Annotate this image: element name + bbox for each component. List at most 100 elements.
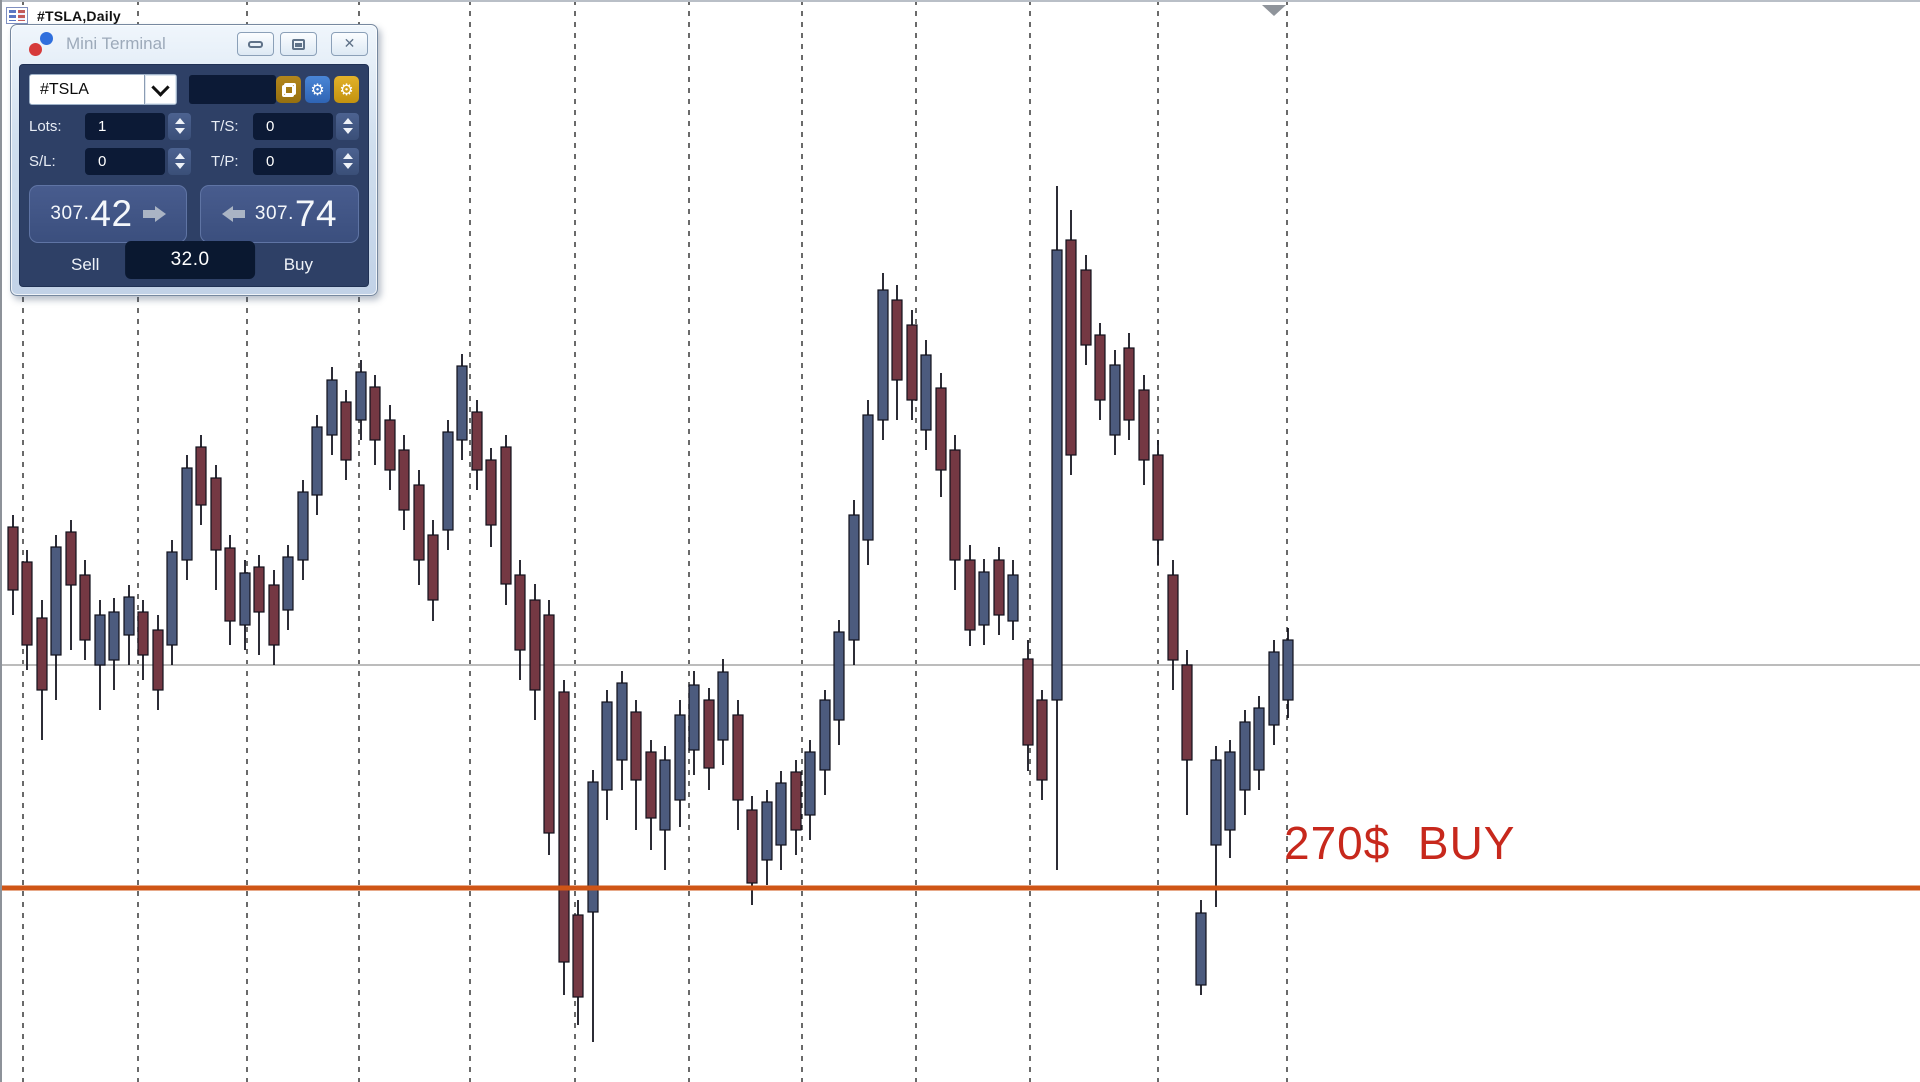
stepper-down-icon[interactable]: [174, 163, 185, 169]
restore-icon: [292, 38, 305, 50]
stop-loss-stepper[interactable]: [168, 147, 191, 175]
settings-button[interactable]: ⚙: [305, 76, 330, 103]
bull-candle: [1210, 759, 1222, 846]
bear-candle: [1094, 334, 1106, 401]
settings-gear-blue-icon: ⚙: [310, 79, 325, 99]
bear-candle: [1123, 347, 1135, 421]
minimize-button[interactable]: [237, 32, 274, 56]
chart-title: #TSLA,Daily: [37, 7, 121, 24]
bear-candle: [964, 559, 976, 631]
stepper-down-icon[interactable]: [342, 163, 353, 169]
trailing-stop-stepper[interactable]: [336, 112, 359, 140]
bear-candle: [485, 459, 497, 526]
bull-candle: [282, 556, 294, 611]
copy-trade-button[interactable]: [276, 76, 301, 103]
bear-candle: [500, 446, 512, 585]
bear-candle: [398, 449, 410, 511]
buy-price-button[interactable]: 307. 74: [200, 185, 359, 243]
bull-candle: [50, 546, 62, 656]
bear-candle: [1080, 269, 1092, 346]
chart-window-top-border: [0, 0, 1920, 2]
bear-candle: [36, 617, 48, 691]
bull-candle: [123, 596, 135, 636]
bull-candle: [978, 571, 990, 626]
take-profit-stepper[interactable]: [336, 147, 359, 175]
bear-candle: [558, 691, 570, 963]
close-icon: ✕: [343, 36, 356, 52]
symbol-combobox[interactable]: #TSLA: [29, 74, 177, 105]
bull-candle: [1239, 721, 1251, 791]
stop-loss-label: S/L:: [29, 152, 56, 170]
chart-title-tab[interactable]: #TSLA,Daily: [4, 5, 131, 26]
tools-button[interactable]: ⚙: [334, 76, 359, 103]
stepper-up-icon[interactable]: [174, 118, 185, 124]
sell-price-button[interactable]: 307. 42: [29, 185, 187, 243]
stepper-down-icon[interactable]: [174, 128, 185, 134]
minimize-icon: [248, 40, 263, 48]
bear-candle: [1065, 239, 1077, 456]
stepper-up-icon[interactable]: [342, 118, 353, 124]
bull-candle: [819, 699, 831, 771]
stepper-down-icon[interactable]: [342, 128, 353, 134]
stop-loss-input[interactable]: 0: [85, 147, 165, 175]
bull-candle: [239, 572, 251, 626]
bull-candle: [877, 289, 889, 421]
bull-candle: [94, 614, 106, 666]
bear-candle: [630, 711, 642, 781]
chart-window-left-border: [0, 0, 2, 1082]
symbol-value: #TSLA: [40, 80, 89, 98]
trailing-stop-input[interactable]: 0: [253, 112, 333, 140]
bear-candle: [195, 446, 207, 506]
bear-candle: [1181, 664, 1193, 761]
bear-candle: [645, 751, 657, 819]
bear-candle: [384, 419, 396, 471]
bull-candle: [659, 759, 671, 831]
chart-document-icon: [6, 7, 28, 24]
bear-candle: [471, 411, 483, 471]
bear-candle: [1022, 658, 1034, 746]
lots-stepper[interactable]: [168, 112, 191, 140]
mini-terminal-titlebar[interactable]: Mini Terminal ✕: [11, 25, 377, 63]
restore-button[interactable]: [280, 32, 317, 56]
symbol-dropdown-button[interactable]: [143, 75, 176, 104]
bear-candle: [746, 809, 758, 884]
stepper-up-icon[interactable]: [174, 153, 185, 159]
mini-terminal-body: #TSLA ⚙ ⚙ Lots: 1 T/S: 0: [19, 64, 369, 287]
bull-candle: [297, 491, 309, 561]
buy-label[interactable]: Buy: [283, 255, 313, 274]
bear-candle: [210, 477, 222, 551]
take-profit-label: T/P:: [211, 152, 239, 170]
mini-terminal-window[interactable]: Mini Terminal ✕ #TSLA ⚙ ⚙: [10, 24, 378, 296]
order-comment-field[interactable]: [188, 75, 276, 104]
bull-candle: [804, 751, 816, 816]
take-profit-input[interactable]: 0: [253, 147, 333, 175]
bear-candle: [369, 386, 381, 441]
sell-price-big: 42: [90, 193, 133, 234]
bull-candle: [1224, 751, 1236, 831]
bull-candle: [456, 365, 468, 441]
bull-candle: [1051, 249, 1063, 701]
bear-candle: [1138, 389, 1150, 461]
lots-input[interactable]: 1: [85, 112, 165, 140]
bear-candle: [935, 387, 947, 471]
sell-label[interactable]: Sell: [71, 255, 100, 274]
chevron-down-icon: [150, 77, 170, 97]
bull-candle: [920, 354, 932, 431]
bear-candle: [137, 611, 149, 656]
close-button[interactable]: ✕: [331, 32, 368, 56]
bull-candle: [1253, 707, 1265, 771]
scroll-marker-icon[interactable]: [1262, 5, 1286, 16]
bull-candle: [311, 426, 323, 496]
bear-candle: [703, 699, 715, 769]
bull-candle: [326, 379, 338, 436]
buy-price-small: 307.: [254, 203, 294, 224]
sell-price-small: 307.: [50, 203, 90, 224]
bull-candle: [587, 781, 599, 913]
bear-candle: [253, 566, 265, 613]
stepper-up-icon[interactable]: [342, 153, 353, 159]
price-annotation: 270$ BUY: [1284, 817, 1516, 869]
bull-candle: [442, 431, 454, 531]
bear-candle: [1036, 699, 1048, 781]
